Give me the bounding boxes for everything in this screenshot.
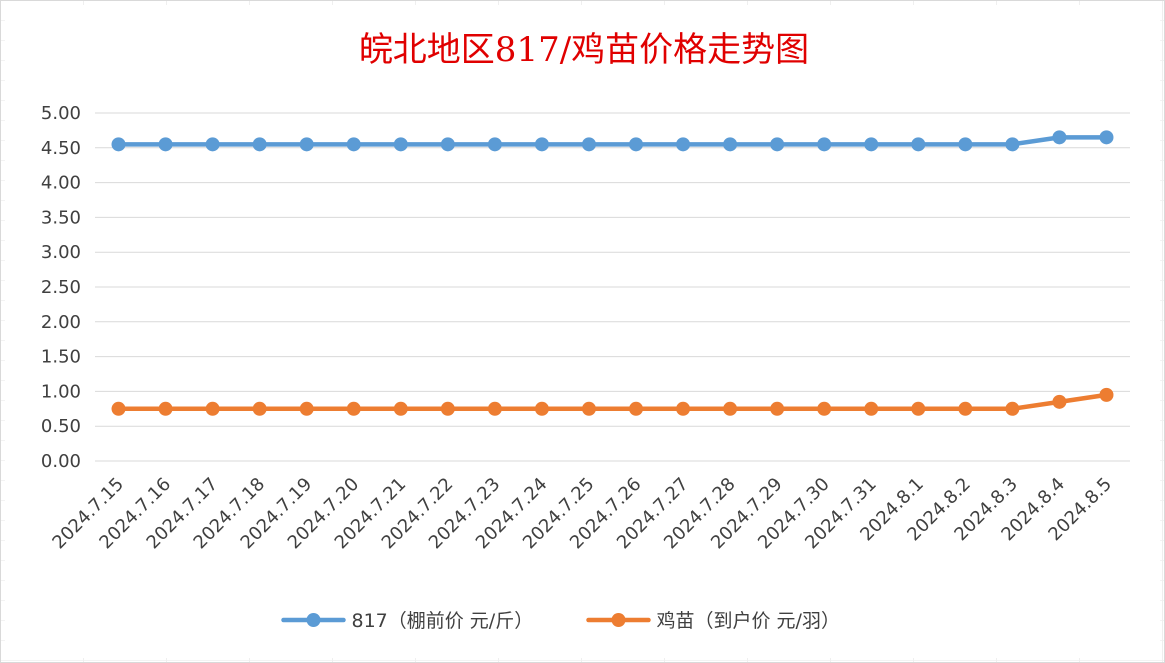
legend-label: 鸡苗（到户价 元/羽） <box>657 610 840 632</box>
data-point <box>534 401 549 416</box>
legend-marker <box>611 613 626 627</box>
data-point <box>440 137 455 152</box>
series-line <box>116 135 1109 147</box>
data-point <box>487 401 502 416</box>
chart-title: 皖北地区817/鸡苗价格走势图 <box>359 30 809 70</box>
legend-marker <box>306 613 321 627</box>
data-point <box>1099 387 1114 402</box>
data-point <box>770 401 785 416</box>
series-line <box>116 392 1109 412</box>
data-point <box>817 137 832 152</box>
data-point <box>252 137 267 152</box>
data-point <box>1052 130 1067 145</box>
data-point <box>723 137 738 152</box>
data-point <box>629 137 644 152</box>
legend-item: 817（棚前价 元/斤） <box>281 610 534 632</box>
data-point <box>111 137 126 152</box>
data-point <box>1052 394 1067 409</box>
y-axis-ticks: 0.00 0.50 1.00 1.50 2.00 2.50 3.00 3.50 4.00 4.50… <box>41 103 81 472</box>
data-point <box>252 401 267 416</box>
data-point <box>1005 137 1020 152</box>
data-point <box>770 137 785 152</box>
data-point <box>299 401 314 416</box>
data-point <box>911 401 926 416</box>
legend: 817（棚前价 元/斤） 鸡苗（到户价 元/羽） <box>281 610 840 632</box>
data-point <box>676 137 691 152</box>
data-point <box>958 137 973 152</box>
legend-label: 817（棚前价 元/斤） <box>352 610 534 632</box>
data-point <box>911 137 926 152</box>
y-tick-label: 5.00 <box>41 103 81 124</box>
data-point <box>487 137 502 152</box>
y-tick-label: 0.00 <box>41 451 81 472</box>
data-point <box>111 401 126 416</box>
series-1 <box>111 130 1114 152</box>
y-tick-label: 1.00 <box>41 381 81 402</box>
data-point <box>393 401 408 416</box>
gridlines <box>95 112 1130 462</box>
series-2 <box>111 387 1114 416</box>
data-point <box>581 401 596 416</box>
data-point <box>958 401 973 416</box>
data-point <box>817 401 832 416</box>
data-point <box>440 401 455 416</box>
data-point <box>205 137 220 152</box>
series-lines <box>111 130 1114 416</box>
data-point <box>629 401 644 416</box>
data-point <box>1099 130 1114 145</box>
line-chart: 皖北地区817/鸡苗价格走势图 0.00 0.50 1.00 1.50 2.00 2.50… <box>41 30 1130 632</box>
legend-item: 鸡苗（到户价 元/羽） <box>586 610 840 632</box>
y-tick-label: 1.50 <box>41 347 81 368</box>
chart-area: 皖北地区817/鸡苗价格走势图 0.00 0.50 1.00 1.50 2.00 2.50… <box>5 5 1160 658</box>
y-tick-label: 4.00 <box>41 173 81 194</box>
data-point <box>299 137 314 152</box>
y-tick-label: 0.50 <box>41 416 81 437</box>
y-tick-label: 3.50 <box>41 207 81 228</box>
data-point <box>346 137 361 152</box>
data-point <box>723 401 738 416</box>
data-point <box>346 401 361 416</box>
data-point <box>864 401 879 416</box>
y-tick-label: 4.50 <box>41 138 81 159</box>
y-tick-label: 3.00 <box>41 242 81 263</box>
y-tick-label: 2.00 <box>41 312 81 333</box>
data-point <box>1005 401 1020 416</box>
data-point <box>534 137 549 152</box>
x-axis-ticks: 2024.7.152024.7.162024.7.172024.7.182024… <box>48 474 1116 554</box>
data-point <box>393 137 408 152</box>
y-tick-label: 2.50 <box>41 277 81 298</box>
data-point <box>864 137 879 152</box>
data-point <box>205 401 220 416</box>
data-point <box>158 401 173 416</box>
data-point <box>676 401 691 416</box>
data-point <box>158 137 173 152</box>
data-point <box>581 137 596 152</box>
